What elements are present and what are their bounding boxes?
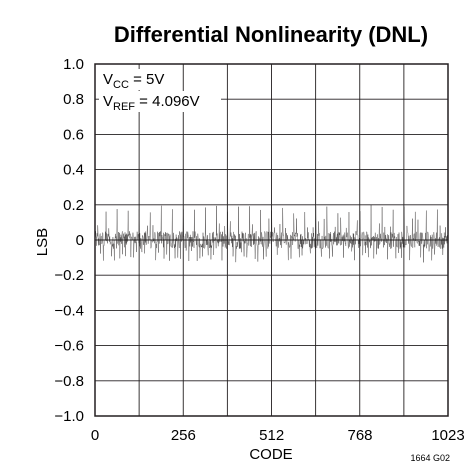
y-tick-label: 0.4	[63, 162, 84, 179]
annotation-line: VCC = 5V	[103, 71, 164, 91]
annotation-background	[99, 69, 165, 90]
figure-id: 1664 G02	[410, 453, 450, 463]
y-tick-label: 0.6	[63, 126, 84, 143]
x-axis-label: CODE	[249, 446, 292, 463]
x-tick-label: 1023	[431, 427, 464, 444]
y-axis-label: LSB	[34, 228, 51, 256]
annotation-line: VREF = 4.096V	[103, 93, 200, 113]
y-tick-label: −1.0	[54, 408, 84, 425]
chart-title: Differential Nonlinearity (DNL)	[114, 22, 428, 47]
dnl-trace	[94, 205, 449, 263]
x-tick-label: 768	[347, 427, 372, 444]
y-tick-label: 1.0	[63, 56, 84, 73]
y-tick-label: −0.2	[54, 267, 84, 284]
x-tick-label: 0	[91, 427, 99, 444]
y-tick-label: 0.8	[63, 91, 84, 108]
plot-frame	[94, 63, 449, 417]
y-tick-label: 0.2	[63, 197, 84, 214]
annotation-background	[99, 91, 221, 112]
x-tick-labels: 0 256 512 768 1023	[91, 427, 465, 444]
dnl-series	[94, 205, 449, 263]
y-tick-labels: 1.0 0.8 0.6 0.4 0.2 0 −0.2 −0.4 −0.6 −0.8 −1.0	[54, 56, 84, 425]
y-tick-label: −0.6	[54, 338, 84, 355]
y-tick-label: −0.4	[54, 302, 84, 319]
x-tick-label: 256	[171, 427, 196, 444]
x-tick-label: 512	[259, 427, 284, 444]
y-tick-label: 0	[76, 232, 84, 249]
y-tick-label: −0.8	[54, 373, 84, 390]
